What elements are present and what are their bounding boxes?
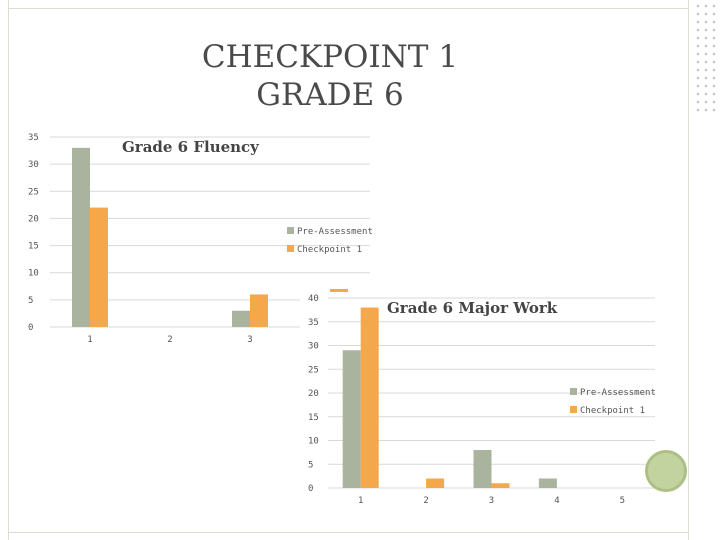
bar-checkpoint-1 [360, 307, 379, 488]
slide-title-line-1: CHECKPOINT 1 [201, 39, 459, 75]
y-tick-label: 40 [308, 294, 319, 304]
legend-swatch [570, 406, 577, 413]
legend-entry: Checkpoint 1 [297, 245, 362, 255]
y-tick-label: 30 [28, 160, 39, 170]
y-tick-label: 0 [308, 484, 313, 494]
x-tick-label: 5 [620, 496, 625, 506]
legend-entry: Pre-Assessment [580, 388, 656, 398]
x-tick-label: 3 [247, 335, 252, 345]
bar-checkpoint-1 [491, 483, 510, 488]
bar-checkpoint-1 [250, 294, 268, 327]
bar-pre-assessment [538, 478, 557, 488]
legend-swatch [570, 388, 577, 395]
slide-title: CHECKPOINT 1 GRADE 6 [140, 38, 520, 114]
corner-circle-decoration [645, 450, 687, 492]
y-tick-label: 20 [28, 214, 39, 224]
x-tick-label: 2 [167, 335, 172, 345]
x-tick-label: 3 [489, 496, 494, 506]
slide-title-line-2: GRADE 6 [256, 77, 404, 113]
x-tick-label: 1 [87, 335, 92, 345]
x-tick-label: 2 [423, 496, 428, 506]
y-tick-label: 20 [308, 389, 319, 399]
y-tick-label: 35 [308, 318, 319, 328]
frame-left-line [8, 0, 9, 540]
y-tick-label: 10 [28, 269, 39, 279]
legend-swatch [287, 245, 294, 252]
y-tick-label: 15 [28, 242, 39, 252]
y-tick-label: 25 [28, 187, 39, 197]
y-tick-label: 10 [308, 437, 319, 447]
legend-entry: Pre-Assessment [297, 227, 373, 237]
frame-right-line [688, 0, 689, 540]
bar-pre-assessment [232, 310, 250, 327]
legend-entry: Checkpoint 1 [580, 406, 645, 416]
chart-title: Grade 6 Major Work [387, 299, 558, 317]
x-tick-label: 4 [554, 496, 559, 506]
bar-checkpoint-1 [426, 478, 445, 488]
y-tick-label: 30 [308, 342, 319, 352]
y-tick-label: 15 [308, 413, 319, 423]
y-tick-label: 25 [308, 365, 319, 375]
bar-pre-assessment [342, 350, 361, 488]
frame-top-line [8, 8, 689, 9]
dot-pattern-decoration [696, 4, 716, 112]
bar-checkpoint-1 [90, 207, 108, 327]
chart-title: Grade 6 Fluency [122, 138, 260, 156]
frame-bottom-line [8, 532, 689, 533]
y-tick-label: 0 [28, 323, 33, 333]
bar-pre-assessment [72, 147, 90, 327]
y-tick-label: 35 [28, 133, 39, 143]
y-tick-label: 5 [308, 460, 313, 470]
legend-swatch [287, 227, 294, 234]
y-tick-label: 5 [28, 296, 33, 306]
x-tick-label: 1 [358, 496, 363, 506]
bar-pre-assessment [473, 450, 492, 488]
